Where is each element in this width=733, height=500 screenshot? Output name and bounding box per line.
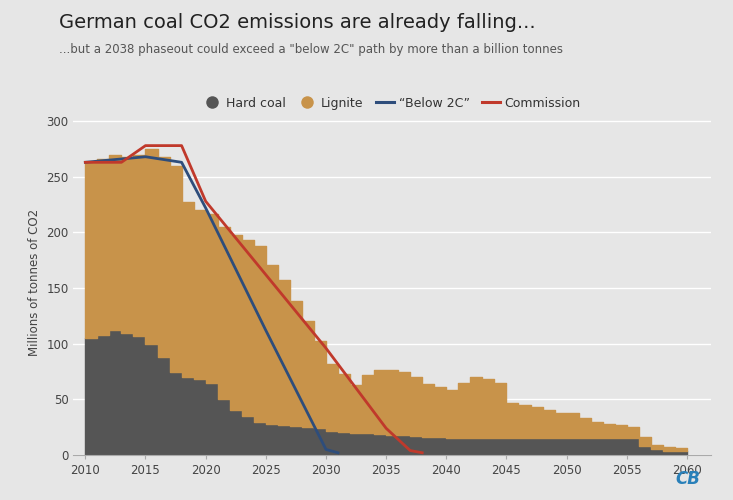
Y-axis label: Millions of tonnes of CO2: Millions of tonnes of CO2: [28, 209, 40, 356]
Text: CB: CB: [675, 470, 700, 488]
Text: German coal CO2 emissions are already falling...: German coal CO2 emissions are already fa…: [59, 12, 535, 32]
Text: ...but a 2038 phaseout could exceed a "below 2C" path by more than a billion ton: ...but a 2038 phaseout could exceed a "b…: [59, 42, 563, 56]
Legend: Hard coal, Lignite, “Below 2C”, Commission: Hard coal, Lignite, “Below 2C”, Commissi…: [199, 92, 586, 115]
